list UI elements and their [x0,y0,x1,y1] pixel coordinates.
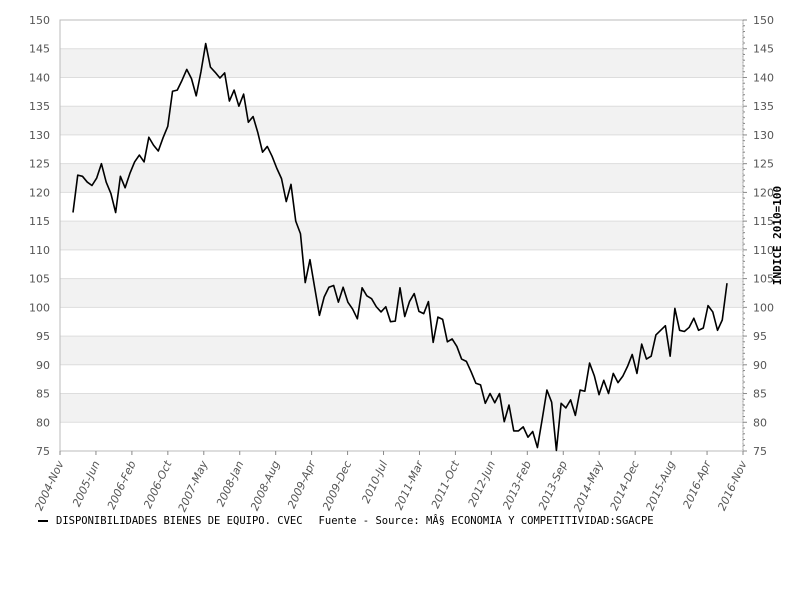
y-tick-label-left: 115 [29,215,50,228]
series-line [72,42,728,452]
x-tick-label: 2009-Apr [285,457,319,510]
grid-band [60,106,743,135]
y-tick-label-left: 80 [36,416,50,429]
x-tick-label: 2010-Jul [359,459,390,506]
y-tick-label-right: 95 [753,330,767,343]
y-tick-label-left: 85 [36,388,50,401]
y-tick-label-left: 145 [29,43,50,56]
y-tick-label-left: 130 [29,129,50,142]
x-tick-label: 2013-Feb [500,459,534,512]
y-tick-label-right: 115 [753,215,774,228]
legend-line-swatch [38,520,48,522]
x-tick-label: 2007-May [176,458,211,514]
y-tick-label-left: 105 [29,273,50,286]
y-axis-right: 75 80 85 90 95 100 105 110 115 120 125 130 135 140 145… [742,14,774,458]
grid-band [60,48,743,78]
y-tick-label-left: 125 [29,158,50,171]
y-tick-label-right: 75 [753,445,767,458]
y-tick-label-right: 145 [753,43,774,56]
legend-source-text: Fuente - Source: MÂ§ ECONOMIA Y COMPETIT… [318,515,654,527]
y-tick-label-left: 100 [29,301,50,314]
x-tick-label: 2012-Jun [466,459,499,509]
legend: DISPONIBILIDADES BIENES DE EQUIPO. CVEC … [38,515,654,527]
y-tick-label-right: 135 [753,100,774,113]
legend-series-label: DISPONIBILIDADES BIENES DE EQUIPO. CVEC [56,515,303,527]
x-tick-label: 2005-Jun [70,459,103,509]
y-tick-label-right: 90 [753,359,767,372]
x-tick-label: 2006-Oct [141,458,175,510]
grid-band [60,221,743,250]
x-tick-label: 2015-Aug [643,459,677,513]
y-tick-label-right: 140 [753,71,774,84]
x-tick-label: 2004-Nov [32,458,67,512]
x-tick-label: 2009-Dec [320,459,354,513]
x-tick-label: 2011-Mar [392,457,427,512]
y-tick-label-left: 90 [36,359,50,372]
x-tick-label: 2006-Feb [105,459,139,512]
y-tick-label-right: 100 [753,301,774,314]
grid-band [60,163,743,193]
series-group [72,42,728,452]
grid-band [60,336,743,365]
x-tick-label: 2014-Dec [608,459,642,513]
x-tick-label: 2016-Apr [680,457,714,510]
y-tick-label-right: 130 [753,129,774,142]
plot-border [59,19,744,452]
x-tick-label: 2011-Oct [429,458,463,510]
y-tick-label-left: 135 [29,100,50,113]
y-tick-label-left: 150 [29,14,50,27]
grid-bands [60,48,743,423]
y-axis-title: INDICE 2010=100 [771,186,784,285]
y-tick-label-left: 75 [36,445,50,458]
y-tick-label-right: 85 [753,388,767,401]
y-tick-label-left: 110 [29,244,50,257]
x-tick-label: 2008-Aug [248,459,282,513]
y-tick-label-right: 110 [753,244,774,257]
x-tick-label: 2008-Jan [214,459,246,509]
x-axis: 2004-Nov 2005-Jun 2006-Feb 2006-Oct 2007-May… [32,451,750,514]
y-tick-label-left: 95 [36,330,50,343]
y-tick-label-right: 105 [753,273,774,286]
grid-band [60,393,743,423]
y-tick-label-right: 120 [753,186,774,199]
y-tick-label-left: 140 [29,71,50,84]
x-tick-label: 2014-May [571,458,606,514]
plot-frame [59,19,744,452]
y-tick-label-right: 150 [753,14,774,27]
y-axis-left: 75 80 85 90 95 100 105 110 115 120 125 130 135 140 145… [29,14,50,458]
y-tick-label-right: 80 [753,416,767,429]
y-tick-label-left: 120 [29,186,50,199]
x-tick-label: 2013-Sep [536,459,570,512]
y-tick-label-right: 125 [753,158,774,171]
x-tick-label: 2016-Nov [715,458,750,512]
